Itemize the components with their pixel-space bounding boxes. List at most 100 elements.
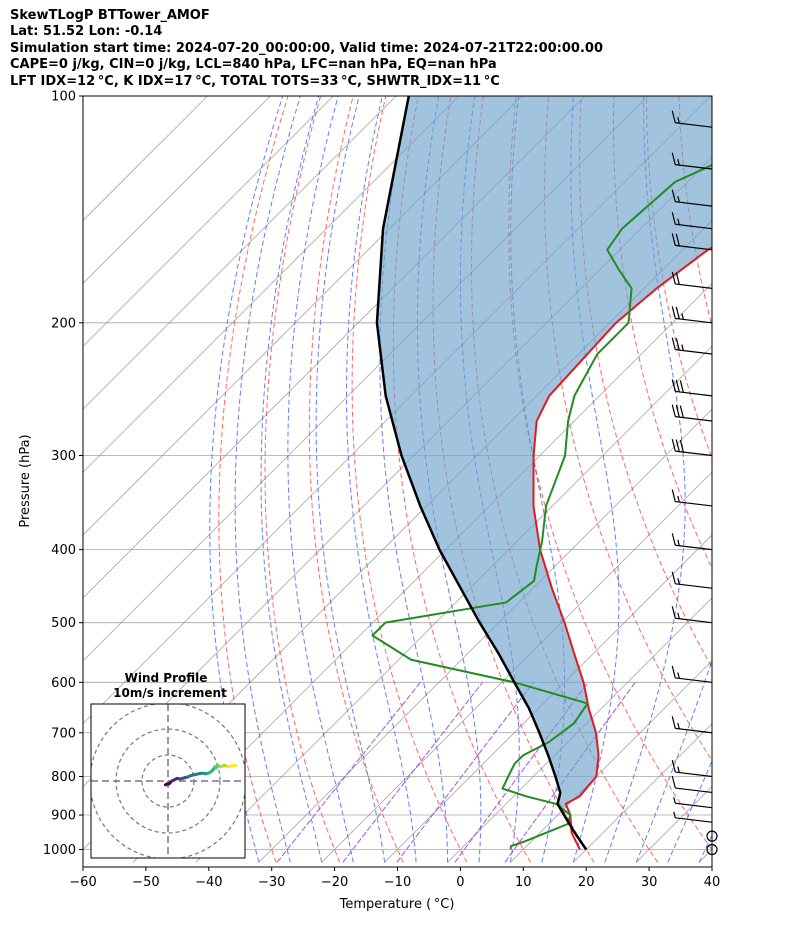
wind-barb xyxy=(671,489,713,507)
isotherm-line xyxy=(258,408,712,863)
indices-line: LFT IDX=12 °C, K IDX=17 °C, TOTAL TOTS=3… xyxy=(10,73,500,89)
wind-barb xyxy=(671,438,713,457)
hodograph-segment xyxy=(230,763,238,768)
barb-shaft xyxy=(675,450,713,457)
barb-shaft xyxy=(675,677,713,683)
hodograph-frame xyxy=(90,703,246,859)
wind-barb xyxy=(671,152,713,170)
barb-flag xyxy=(671,306,676,319)
isotherm-line xyxy=(321,471,712,863)
barb-flag xyxy=(671,606,676,619)
barb-shaft xyxy=(675,317,713,324)
barb-flag xyxy=(675,272,680,285)
barb-flag xyxy=(677,158,680,166)
mixing-ratio-line xyxy=(342,682,483,863)
isotherm-line xyxy=(698,848,712,863)
barb-flag xyxy=(671,233,676,246)
dry-adiabat-line xyxy=(544,96,712,762)
dry-adiabat-line xyxy=(308,96,404,863)
wind-barb xyxy=(673,797,713,809)
barb-shaft xyxy=(675,727,713,734)
wind-barbs xyxy=(671,110,718,856)
barb-flag xyxy=(671,189,676,202)
x-tick-label: −60 xyxy=(69,875,96,890)
y-tick-label: 400 xyxy=(51,543,76,558)
moist-adiabat-line xyxy=(260,96,323,863)
barb-shaft xyxy=(675,617,713,624)
barb-shaft xyxy=(675,223,713,230)
barb-flag xyxy=(679,439,684,453)
barb-flag xyxy=(679,405,684,418)
moist-adiabat-line xyxy=(667,759,712,863)
isotherm-line xyxy=(83,96,334,347)
barb-flag xyxy=(675,379,680,393)
chart-header: SkewTLogP BTTower_AMOF Lat: 51.52 Lon: -… xyxy=(10,8,603,90)
dry-adiabat-line xyxy=(579,96,712,669)
moist-adiabat-line xyxy=(287,96,354,863)
barb-flag xyxy=(673,797,676,804)
x-tick-label: −40 xyxy=(195,875,222,890)
barb-flag xyxy=(677,218,680,225)
barb-flag xyxy=(671,271,676,285)
x-tick-label: −30 xyxy=(258,875,285,890)
wind-barb xyxy=(671,775,713,794)
barb-shaft xyxy=(675,416,713,422)
cape-line: CAPE=0 j/kg, CIN=0 j/kg, LCL=840 hPa, LF… xyxy=(10,57,497,73)
location-line: Lat: 51.52 Lon: -0.14 xyxy=(10,24,163,40)
hodograph-inset: Wind Profile 10m/s increment xyxy=(90,671,246,859)
barb-shaft xyxy=(675,283,713,289)
barb-shaft xyxy=(675,817,713,823)
dry-adiabat-line xyxy=(744,96,794,862)
barb-flag xyxy=(671,759,676,773)
wind-barb xyxy=(673,811,713,823)
barb-flag xyxy=(677,766,680,773)
wind-barb xyxy=(671,189,713,207)
barb-shaft xyxy=(675,244,713,251)
moist-adiabat-line xyxy=(604,96,686,863)
barb-flag xyxy=(675,439,680,452)
wind-barb xyxy=(671,571,713,589)
wind-barb xyxy=(671,606,713,624)
x-tick-label: 30 xyxy=(641,875,658,890)
barb-shaft xyxy=(675,583,713,589)
y-axis-label: Pressure (hPa) xyxy=(18,434,33,527)
barb-flag xyxy=(671,533,676,546)
barb-flag xyxy=(671,337,676,350)
x-tick-label: 0 xyxy=(456,875,464,890)
y-axis-ticks: 100 200 300 400 500 600 700 800 900 1000 xyxy=(43,90,83,858)
moist-adiabats xyxy=(209,96,712,863)
y-tick-label: 500 xyxy=(51,616,76,631)
wind-barb xyxy=(671,533,713,551)
dry-adiabat-line xyxy=(508,96,712,851)
barb-flag xyxy=(681,313,684,320)
moist-adiabat-line xyxy=(315,96,386,863)
barb-flag xyxy=(677,495,680,503)
wind-barb xyxy=(671,404,713,422)
x-tick-label: 10 xyxy=(515,875,532,890)
barb-flag xyxy=(671,716,676,729)
barb-flag xyxy=(671,438,676,452)
moist-adiabat-line xyxy=(698,833,712,863)
barb-flag xyxy=(677,672,680,679)
moist-adiabat-line xyxy=(570,96,620,863)
y-tick-label: 100 xyxy=(51,90,76,105)
barb-flag xyxy=(671,775,676,789)
wind-barb xyxy=(671,212,713,230)
barb-flag xyxy=(681,344,684,351)
x-tick-label: 40 xyxy=(704,875,721,890)
barb-flag xyxy=(677,612,680,619)
moist-adiabat-line xyxy=(234,96,301,863)
barb-shaft xyxy=(675,544,713,551)
barb-flag xyxy=(671,665,676,679)
isotherm-line xyxy=(83,96,397,410)
barb-flag xyxy=(671,379,676,392)
isotherm-line xyxy=(384,534,712,863)
barb-flag xyxy=(677,539,680,546)
wind-barb xyxy=(671,110,713,128)
hodograph-rings xyxy=(91,704,245,858)
wind-barb xyxy=(671,665,713,683)
mixing-ratio-line xyxy=(396,682,534,863)
time-line: Simulation start time: 2024-07-20_00:00:… xyxy=(10,40,603,56)
barb-flag xyxy=(671,404,676,417)
